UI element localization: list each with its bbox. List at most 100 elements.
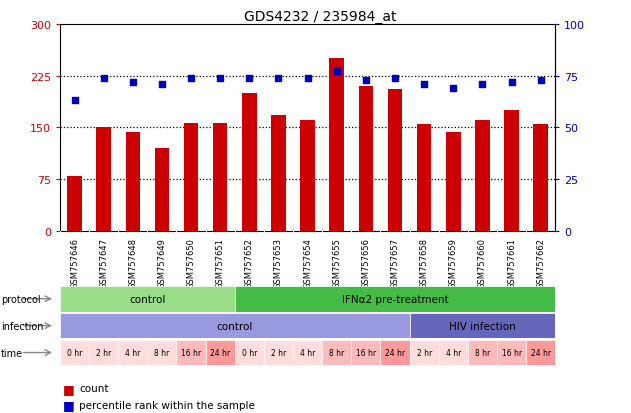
Bar bbox=[177, 340, 206, 366]
Text: GSM757655: GSM757655 bbox=[333, 238, 341, 288]
Text: 2 hr: 2 hr bbox=[96, 348, 111, 357]
Text: GSM757652: GSM757652 bbox=[245, 238, 254, 288]
Point bbox=[448, 85, 458, 92]
Text: 24 hr: 24 hr bbox=[210, 348, 230, 357]
Bar bbox=[410, 313, 555, 339]
Bar bbox=[322, 340, 351, 366]
Point bbox=[361, 77, 371, 84]
Point bbox=[507, 79, 517, 86]
Text: 2 hr: 2 hr bbox=[271, 348, 286, 357]
Point bbox=[536, 77, 546, 84]
Text: GSM757658: GSM757658 bbox=[420, 238, 428, 289]
Text: 4 hr: 4 hr bbox=[300, 348, 316, 357]
Text: GSM757662: GSM757662 bbox=[536, 238, 545, 289]
Bar bbox=[235, 286, 555, 312]
Point bbox=[157, 81, 167, 88]
Text: HIV infection: HIV infection bbox=[449, 321, 516, 331]
Text: 4 hr: 4 hr bbox=[445, 348, 461, 357]
Bar bbox=[497, 340, 526, 366]
Text: 8 hr: 8 hr bbox=[329, 348, 345, 357]
Point bbox=[69, 98, 80, 104]
Bar bbox=[155, 149, 169, 231]
Text: 16 hr: 16 hr bbox=[356, 348, 376, 357]
Point bbox=[390, 75, 400, 82]
Text: GSM757651: GSM757651 bbox=[216, 238, 225, 288]
Text: 8 hr: 8 hr bbox=[475, 348, 490, 357]
Bar bbox=[68, 176, 82, 231]
Point bbox=[244, 75, 254, 82]
Text: 16 hr: 16 hr bbox=[181, 348, 201, 357]
Text: protocol: protocol bbox=[1, 294, 41, 304]
Bar bbox=[206, 340, 235, 366]
Text: 16 hr: 16 hr bbox=[502, 348, 522, 357]
Text: GSM757659: GSM757659 bbox=[449, 238, 458, 288]
Text: GSM757649: GSM757649 bbox=[157, 238, 167, 288]
Point bbox=[419, 81, 429, 88]
Text: GSM757647: GSM757647 bbox=[99, 238, 108, 289]
Point bbox=[215, 75, 225, 82]
Bar bbox=[446, 133, 461, 231]
Point bbox=[332, 69, 342, 76]
Point bbox=[478, 81, 488, 88]
Text: control: control bbox=[216, 321, 253, 331]
Bar bbox=[60, 340, 89, 366]
Bar bbox=[97, 128, 111, 231]
Text: GSM757660: GSM757660 bbox=[478, 238, 487, 289]
Bar bbox=[358, 87, 373, 231]
Bar bbox=[533, 125, 548, 231]
Bar bbox=[235, 340, 264, 366]
Bar bbox=[148, 340, 177, 366]
Text: infection: infection bbox=[1, 321, 44, 331]
Bar bbox=[300, 121, 315, 231]
Bar bbox=[417, 125, 432, 231]
Point bbox=[273, 75, 283, 82]
Bar bbox=[242, 94, 257, 231]
Bar bbox=[293, 340, 322, 366]
Text: 4 hr: 4 hr bbox=[125, 348, 141, 357]
Text: ■: ■ bbox=[63, 382, 75, 395]
Point bbox=[127, 79, 138, 86]
Bar bbox=[526, 340, 555, 366]
Bar bbox=[387, 90, 403, 231]
Bar bbox=[271, 116, 286, 231]
Bar bbox=[410, 340, 439, 366]
Bar bbox=[351, 340, 380, 366]
Text: 2 hr: 2 hr bbox=[416, 348, 432, 357]
Point bbox=[186, 75, 196, 82]
Bar bbox=[329, 59, 344, 231]
Bar bbox=[264, 340, 293, 366]
Text: 0 hr: 0 hr bbox=[67, 348, 82, 357]
Text: 24 hr: 24 hr bbox=[531, 348, 551, 357]
Text: GSM757646: GSM757646 bbox=[70, 238, 79, 289]
Bar bbox=[468, 340, 497, 366]
Text: GSM757657: GSM757657 bbox=[391, 238, 399, 289]
Text: GSM757661: GSM757661 bbox=[507, 238, 516, 289]
Text: count: count bbox=[79, 383, 109, 393]
Text: percentile rank within the sample: percentile rank within the sample bbox=[79, 400, 255, 410]
Bar bbox=[213, 123, 228, 231]
Text: GSM757654: GSM757654 bbox=[303, 238, 312, 288]
Bar bbox=[184, 123, 198, 231]
Text: GSM757653: GSM757653 bbox=[274, 238, 283, 289]
Bar bbox=[504, 111, 519, 231]
Point bbox=[98, 75, 109, 82]
Text: 0 hr: 0 hr bbox=[242, 348, 257, 357]
Bar bbox=[380, 340, 410, 366]
Bar bbox=[89, 340, 118, 366]
Bar bbox=[60, 313, 410, 339]
Text: GSM757650: GSM757650 bbox=[187, 238, 196, 288]
Point bbox=[303, 75, 313, 82]
Bar bbox=[475, 121, 490, 231]
Text: ■: ■ bbox=[63, 398, 75, 411]
Text: control: control bbox=[129, 294, 165, 304]
Text: 8 hr: 8 hr bbox=[155, 348, 170, 357]
Bar bbox=[439, 340, 468, 366]
Bar bbox=[126, 133, 140, 231]
Text: time: time bbox=[1, 348, 23, 358]
Bar bbox=[118, 340, 148, 366]
Text: GDS4232 / 235984_at: GDS4232 / 235984_at bbox=[244, 10, 396, 24]
Text: 24 hr: 24 hr bbox=[385, 348, 405, 357]
Text: GSM757648: GSM757648 bbox=[128, 238, 138, 289]
Bar bbox=[60, 286, 235, 312]
Text: IFNα2 pre-treatment: IFNα2 pre-treatment bbox=[342, 294, 449, 304]
